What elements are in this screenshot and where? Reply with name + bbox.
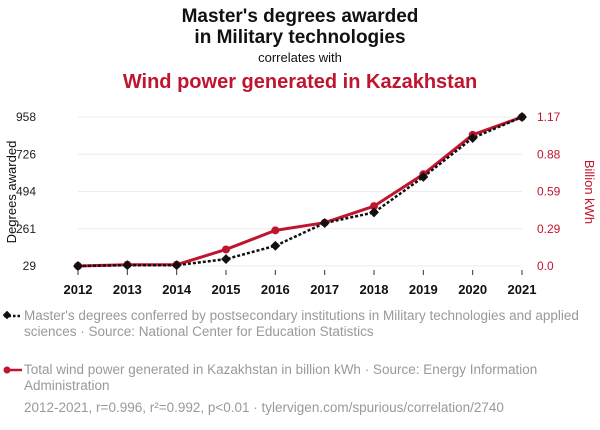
x-tick-label: 2019 [409,282,438,297]
legend-marker-series1 [2,310,22,320]
x-tick-label: 2020 [458,282,487,297]
x-axis-ticks: 2012 2013 2014 2015 2016 2017 2018 2019 2020 2021 [64,270,537,297]
y-tick-right: 0.0 [537,259,554,273]
x-tick-label: 2016 [261,282,290,297]
data-point-wind-power [271,226,280,235]
legend-item-series1: Master's degrees conferred by postsecond… [2,308,584,340]
series-line-degrees [77,115,523,268]
series-line-wind-power [77,115,523,268]
chart-title-line2: in Military technologies [194,27,405,48]
y-tick-right: 1.17 [537,110,561,124]
grid-lines [78,116,522,267]
chart-title-series2: Wind power generated in Kazakhstan [123,71,477,93]
y-tick-left: 958 [16,110,36,124]
y-axis-right-ticks: 1.17 0.88 0.59 0.29 0.0 [537,110,561,273]
legend-marker-series2 [3,366,22,374]
data-point-degrees [418,172,429,182]
legend-label-series1: Master's degrees conferred by postsecond… [24,308,579,339]
chart-footer: 2012-2021, r=0.996, r²=0.992, p<0.01 · t… [24,400,504,415]
x-tick-label: 2012 [64,282,93,297]
legend-label-series2: Total wind power generated in Kazakhstan… [24,362,538,393]
x-tick-label: 2021 [508,282,537,297]
x-tick-label: 2014 [162,282,192,297]
x-tick-label: 2018 [360,282,389,297]
x-tick-label: 2013 [113,282,142,297]
y-axis-left-label: Degrees awarded [4,141,19,244]
y-tick-left: 261 [16,222,36,236]
data-point-degrees [221,254,231,265]
y-axis-left-ticks: 958 726 494 261 29 [16,110,36,273]
data-point-degrees [319,218,330,228]
data-point-degrees [73,261,83,271]
chart-title-line1: Master's degrees awarded [182,6,419,27]
series-lines [77,115,523,268]
legend-item-series2: Total wind power generated in Kazakhstan… [3,362,584,394]
series-points [73,112,527,271]
y-axis-right-label: Billion kWh [582,160,597,224]
chart: Master's degrees awarded in Military tec… [4,6,597,297]
data-point-wind-power [222,245,230,254]
data-point-degrees [270,240,281,251]
data-point-degrees [517,112,527,122]
y-tick-right: 0.29 [537,222,561,236]
chart-subtitle: correlates with [258,50,342,65]
y-tick-left: 494 [16,185,36,199]
data-point-wind-power [370,202,378,211]
x-tick-label: 2015 [212,282,241,297]
data-point-degrees [467,133,478,143]
data-point-degrees [122,260,133,271]
y-tick-right: 0.59 [537,185,561,199]
data-point-degrees [369,207,379,218]
data-point-degrees [171,260,182,271]
y-tick-left: 29 [23,259,37,273]
y-tick-right: 0.88 [537,147,561,161]
y-tick-left: 726 [16,147,36,161]
x-tick-label: 2017 [310,282,339,297]
